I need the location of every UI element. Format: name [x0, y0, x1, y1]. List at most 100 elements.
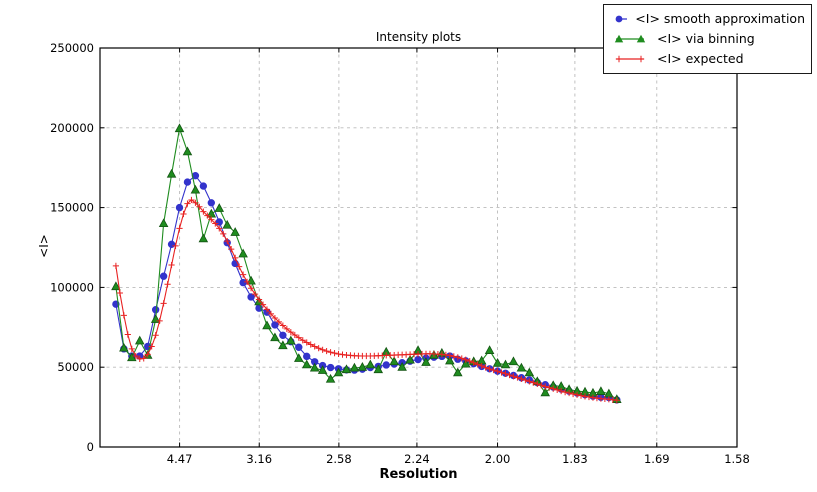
triangle-marker [508, 356, 519, 366]
triangle-marker [158, 218, 169, 228]
triangle-marker [325, 373, 336, 383]
triangle-icon [614, 34, 624, 43]
y-tick-label: 100000 [50, 280, 94, 294]
plus-marker [550, 385, 557, 392]
y-tick-label: 150000 [50, 201, 94, 215]
y-tick-label: 0 [87, 440, 94, 454]
y-tick-label: 200000 [50, 121, 94, 135]
plus-marker [486, 365, 493, 373]
legend: <I> smooth approximation <I> via binning <… [603, 4, 812, 74]
plus-icon [615, 55, 623, 63]
triangle-marker [119, 342, 129, 352]
triangle-marker [540, 387, 551, 397]
triangle-marker [341, 364, 352, 374]
legend-label-2: <I> expected [657, 51, 744, 66]
x-axis-label: Resolution [379, 467, 458, 482]
triangle-marker [270, 332, 280, 342]
circle-marker [151, 306, 160, 314]
plus-marker [275, 318, 282, 325]
plus-marker [323, 347, 330, 355]
plus-marker [140, 355, 147, 362]
legend-entry-1: <I> via binning [611, 30, 805, 48]
plus-marker [188, 196, 195, 204]
plus-marker [542, 383, 549, 390]
triangle-marker [397, 361, 407, 371]
triangle-marker [190, 184, 201, 194]
triangle-marker [333, 367, 344, 377]
plus-marker [232, 254, 239, 261]
plus-marker [462, 356, 469, 363]
triangle-marker [349, 362, 360, 372]
plus-marker [263, 306, 271, 313]
plus-icon [637, 55, 645, 63]
triangle-marker [453, 367, 463, 377]
circle-marker [207, 199, 216, 207]
x-tick-label: 1.58 [724, 452, 750, 466]
triangle-marker [301, 359, 312, 369]
triangle-marker [421, 357, 431, 366]
triangle-marker [492, 357, 503, 367]
triangle-marker [293, 353, 304, 362]
plus-marker [494, 368, 501, 375]
circle-icon [615, 15, 623, 23]
x-tick-label: 2.24 [404, 452, 430, 466]
circle-marker [183, 178, 192, 186]
plus-marker [522, 377, 529, 384]
circle-marker [326, 363, 335, 372]
plus-marker [538, 382, 545, 389]
plus-marker [498, 369, 505, 376]
plus-marker [502, 370, 509, 377]
plus-marker [116, 289, 123, 297]
plus-marker [331, 350, 338, 357]
triangle-marker [484, 345, 495, 354]
legend-triangle-sample [614, 34, 646, 43]
triangle-marker [445, 355, 455, 365]
plus-marker [573, 391, 581, 398]
plus-marker [212, 220, 219, 227]
plus-marker [506, 371, 513, 379]
plus-marker [176, 225, 183, 232]
plus-marker [562, 388, 569, 396]
plus-marker [279, 322, 286, 329]
triangle-marker [516, 362, 527, 372]
triangle-marker [127, 352, 137, 362]
plus-marker [319, 346, 326, 353]
triangle-marker [174, 123, 185, 133]
plus-marker [478, 362, 485, 370]
plus-marker [534, 380, 541, 388]
series-markers-1 [111, 123, 622, 403]
x-tick-label: 2.00 [485, 452, 511, 466]
plus-marker [124, 331, 131, 338]
circle-marker [303, 352, 311, 361]
circle-marker [279, 331, 287, 339]
circle-marker [295, 343, 303, 351]
plus-marker [450, 353, 457, 360]
plus-marker [442, 351, 449, 359]
plus-marker [613, 397, 620, 404]
plus-marker [510, 373, 517, 380]
plus-marker [311, 343, 318, 350]
plus-marker [581, 393, 589, 400]
triangle-marker [166, 168, 177, 178]
plus-marker [172, 242, 179, 250]
plus-marker [307, 341, 314, 348]
plus-marker [180, 210, 187, 218]
plus-marker [577, 392, 585, 399]
triangle-marker [373, 364, 384, 374]
plus-marker [490, 366, 497, 374]
triangle-marker [286, 335, 296, 345]
plus-marker [299, 337, 306, 344]
circle-marker [215, 218, 223, 226]
plus-marker [128, 345, 135, 352]
plus-marker [255, 296, 263, 303]
triangle-marker [389, 356, 399, 366]
plus-marker [164, 281, 171, 288]
circle-marker [271, 321, 279, 329]
triangle-marker [357, 361, 368, 371]
plus-marker [267, 310, 275, 317]
triangle-marker [111, 281, 121, 291]
triangle-marker [222, 219, 232, 229]
plus-marker [335, 350, 342, 358]
circle-marker [239, 278, 247, 287]
plus-marker [271, 314, 279, 322]
